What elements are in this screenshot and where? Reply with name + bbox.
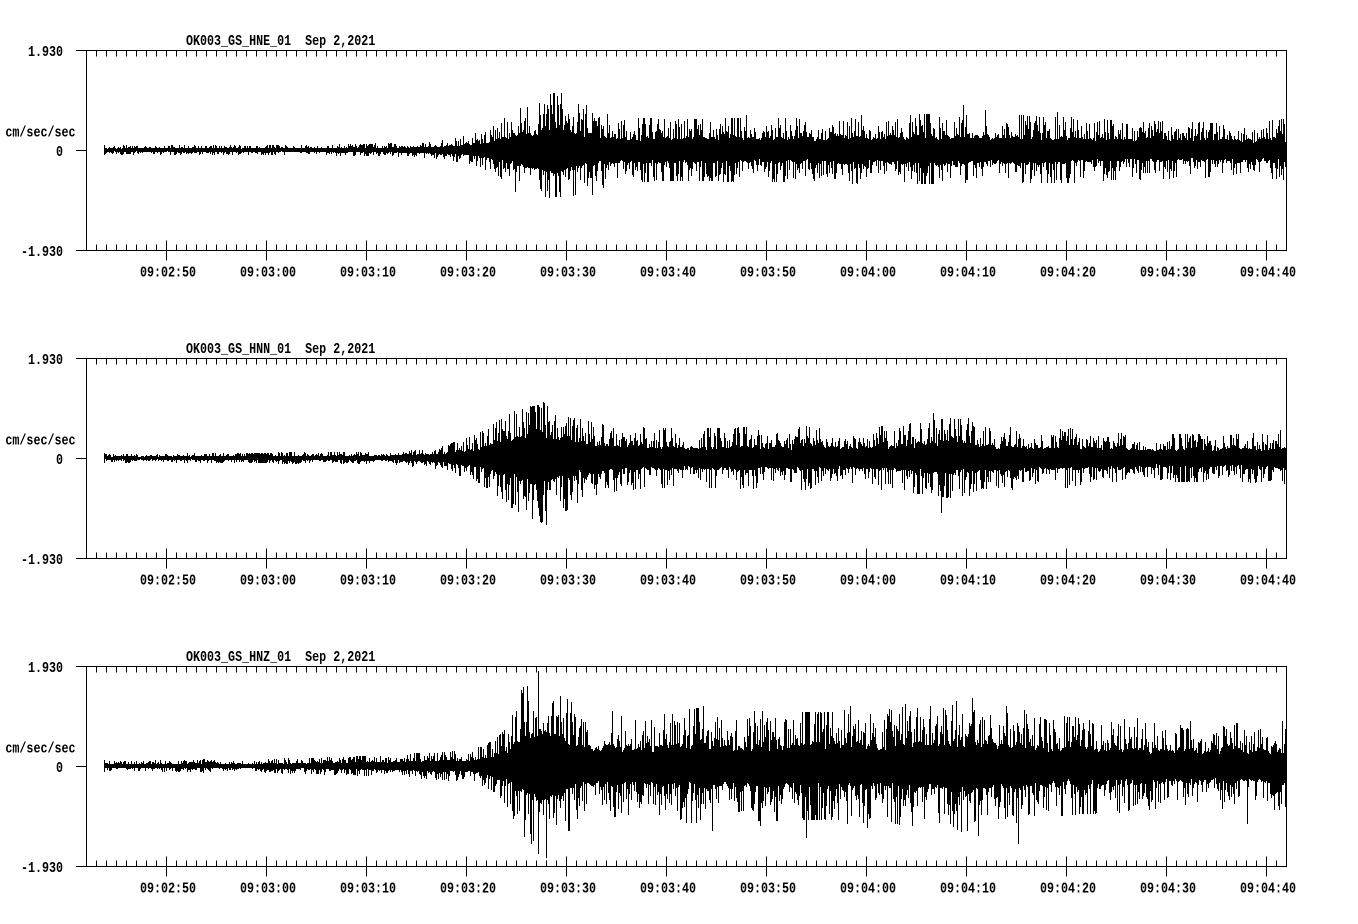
svg-text:1.930: 1.930 [28, 661, 63, 678]
svg-text:OK003_GS_HNZ_01 Sep 2,2021: OK003_GS_HNZ_01 Sep 2,2021 [186, 650, 375, 667]
svg-text:-1.930: -1.930 [21, 861, 63, 878]
svg-text:09:04:20: 09:04:20 [1040, 881, 1096, 898]
svg-text:09:04:10: 09:04:10 [940, 881, 996, 898]
svg-text:09:03:50: 09:03:50 [740, 265, 796, 282]
svg-text:09:04:30: 09:04:30 [1140, 881, 1196, 898]
svg-text:09:03:30: 09:03:30 [540, 265, 596, 282]
svg-text:0: 0 [56, 145, 63, 162]
svg-text:09:04:20: 09:04:20 [1040, 265, 1096, 282]
svg-text:09:04:10: 09:04:10 [940, 573, 996, 590]
svg-text:09:03:00: 09:03:00 [240, 881, 296, 898]
svg-text:1.930: 1.930 [28, 353, 63, 370]
svg-text:09:02:50: 09:02:50 [140, 881, 196, 898]
svg-text:09:04:30: 09:04:30 [1140, 265, 1196, 282]
svg-text:0: 0 [56, 761, 63, 778]
svg-text:09:03:30: 09:03:30 [540, 573, 596, 590]
svg-text:OK003_GS_HNN_01 Sep 2,2021: OK003_GS_HNN_01 Sep 2,2021 [186, 342, 375, 359]
svg-text:09:04:40: 09:04:40 [1240, 265, 1296, 282]
svg-text:09:04:40: 09:04:40 [1240, 573, 1296, 590]
svg-text:cm/sec/sec: cm/sec/sec [5, 433, 75, 450]
svg-text:09:03:10: 09:03:10 [340, 265, 396, 282]
svg-text:09:02:50: 09:02:50 [140, 573, 196, 590]
svg-text:09:03:00: 09:03:00 [240, 265, 296, 282]
svg-text:09:03:20: 09:03:20 [440, 265, 496, 282]
svg-text:09:03:20: 09:03:20 [440, 881, 496, 898]
svg-text:09:04:00: 09:04:00 [840, 265, 896, 282]
svg-text:09:04:20: 09:04:20 [1040, 573, 1096, 590]
svg-text:09:03:40: 09:03:40 [640, 881, 696, 898]
svg-text:09:04:00: 09:04:00 [840, 881, 896, 898]
svg-text:OK003_GS_HNE_01 Sep 2,2021: OK003_GS_HNE_01 Sep 2,2021 [186, 34, 375, 51]
svg-text:-1.930: -1.930 [21, 553, 63, 570]
svg-text:1.930: 1.930 [28, 45, 63, 62]
svg-text:09:03:50: 09:03:50 [740, 881, 796, 898]
svg-text:09:04:30: 09:04:30 [1140, 573, 1196, 590]
svg-text:09:03:50: 09:03:50 [740, 573, 796, 590]
svg-text:09:03:10: 09:03:10 [340, 881, 396, 898]
svg-text:09:03:30: 09:03:30 [540, 881, 596, 898]
svg-text:0: 0 [56, 453, 63, 470]
svg-text:09:02:50: 09:02:50 [140, 265, 196, 282]
svg-text:09:03:20: 09:03:20 [440, 573, 496, 590]
svg-text:09:03:00: 09:03:00 [240, 573, 296, 590]
svg-text:09:04:10: 09:04:10 [940, 265, 996, 282]
svg-text:09:04:00: 09:04:00 [840, 573, 896, 590]
svg-text:cm/sec/sec: cm/sec/sec [5, 125, 75, 142]
svg-text:09:04:40: 09:04:40 [1240, 881, 1296, 898]
svg-text:cm/sec/sec: cm/sec/sec [5, 741, 75, 758]
svg-text:09:03:10: 09:03:10 [340, 573, 396, 590]
svg-text:-1.930: -1.930 [21, 245, 63, 262]
svg-text:09:03:40: 09:03:40 [640, 573, 696, 590]
svg-text:09:03:40: 09:03:40 [640, 265, 696, 282]
